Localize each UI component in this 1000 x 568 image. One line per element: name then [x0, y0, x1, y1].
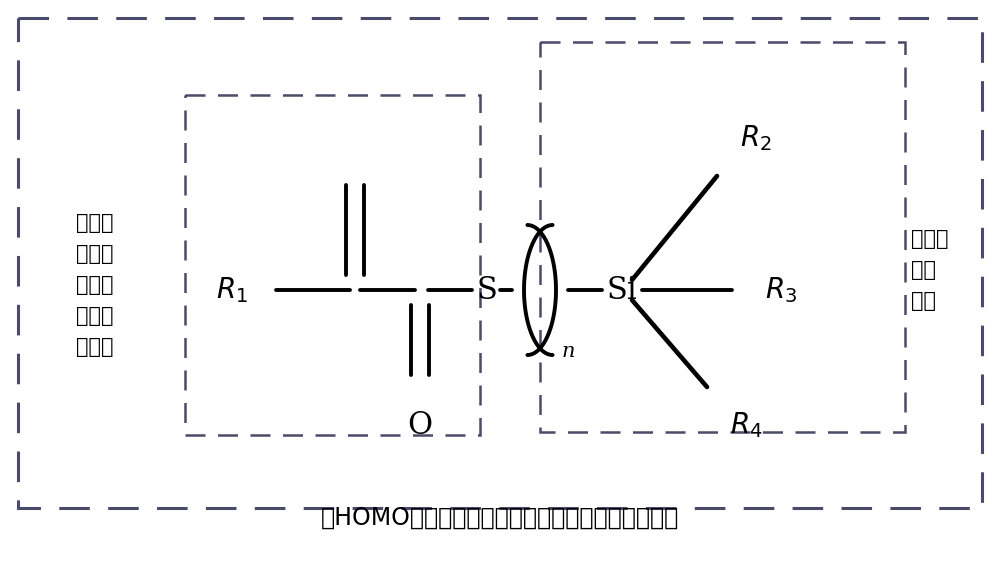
Text: Si: Si: [607, 274, 637, 306]
Text: 高HOMO能级，正极侧氧化成膜，改善高温高压性能: 高HOMO能级，正极侧氧化成膜，改善高温高压性能: [321, 506, 679, 530]
Text: $R_3$: $R_3$: [765, 275, 797, 305]
Text: S: S: [477, 274, 497, 306]
Text: 交联、
偶联
成膜: 交联、 偶联 成膜: [911, 229, 949, 311]
Text: 配位、
氢键作
用，调
控溶剂
化结构: 配位、 氢键作 用，调 控溶剂 化结构: [76, 212, 114, 357]
Text: $R_2$: $R_2$: [740, 123, 772, 153]
Text: O: O: [407, 410, 433, 441]
Text: $R_1$: $R_1$: [216, 275, 248, 305]
Text: $R_4$: $R_4$: [730, 410, 763, 440]
Text: n: n: [562, 342, 576, 361]
